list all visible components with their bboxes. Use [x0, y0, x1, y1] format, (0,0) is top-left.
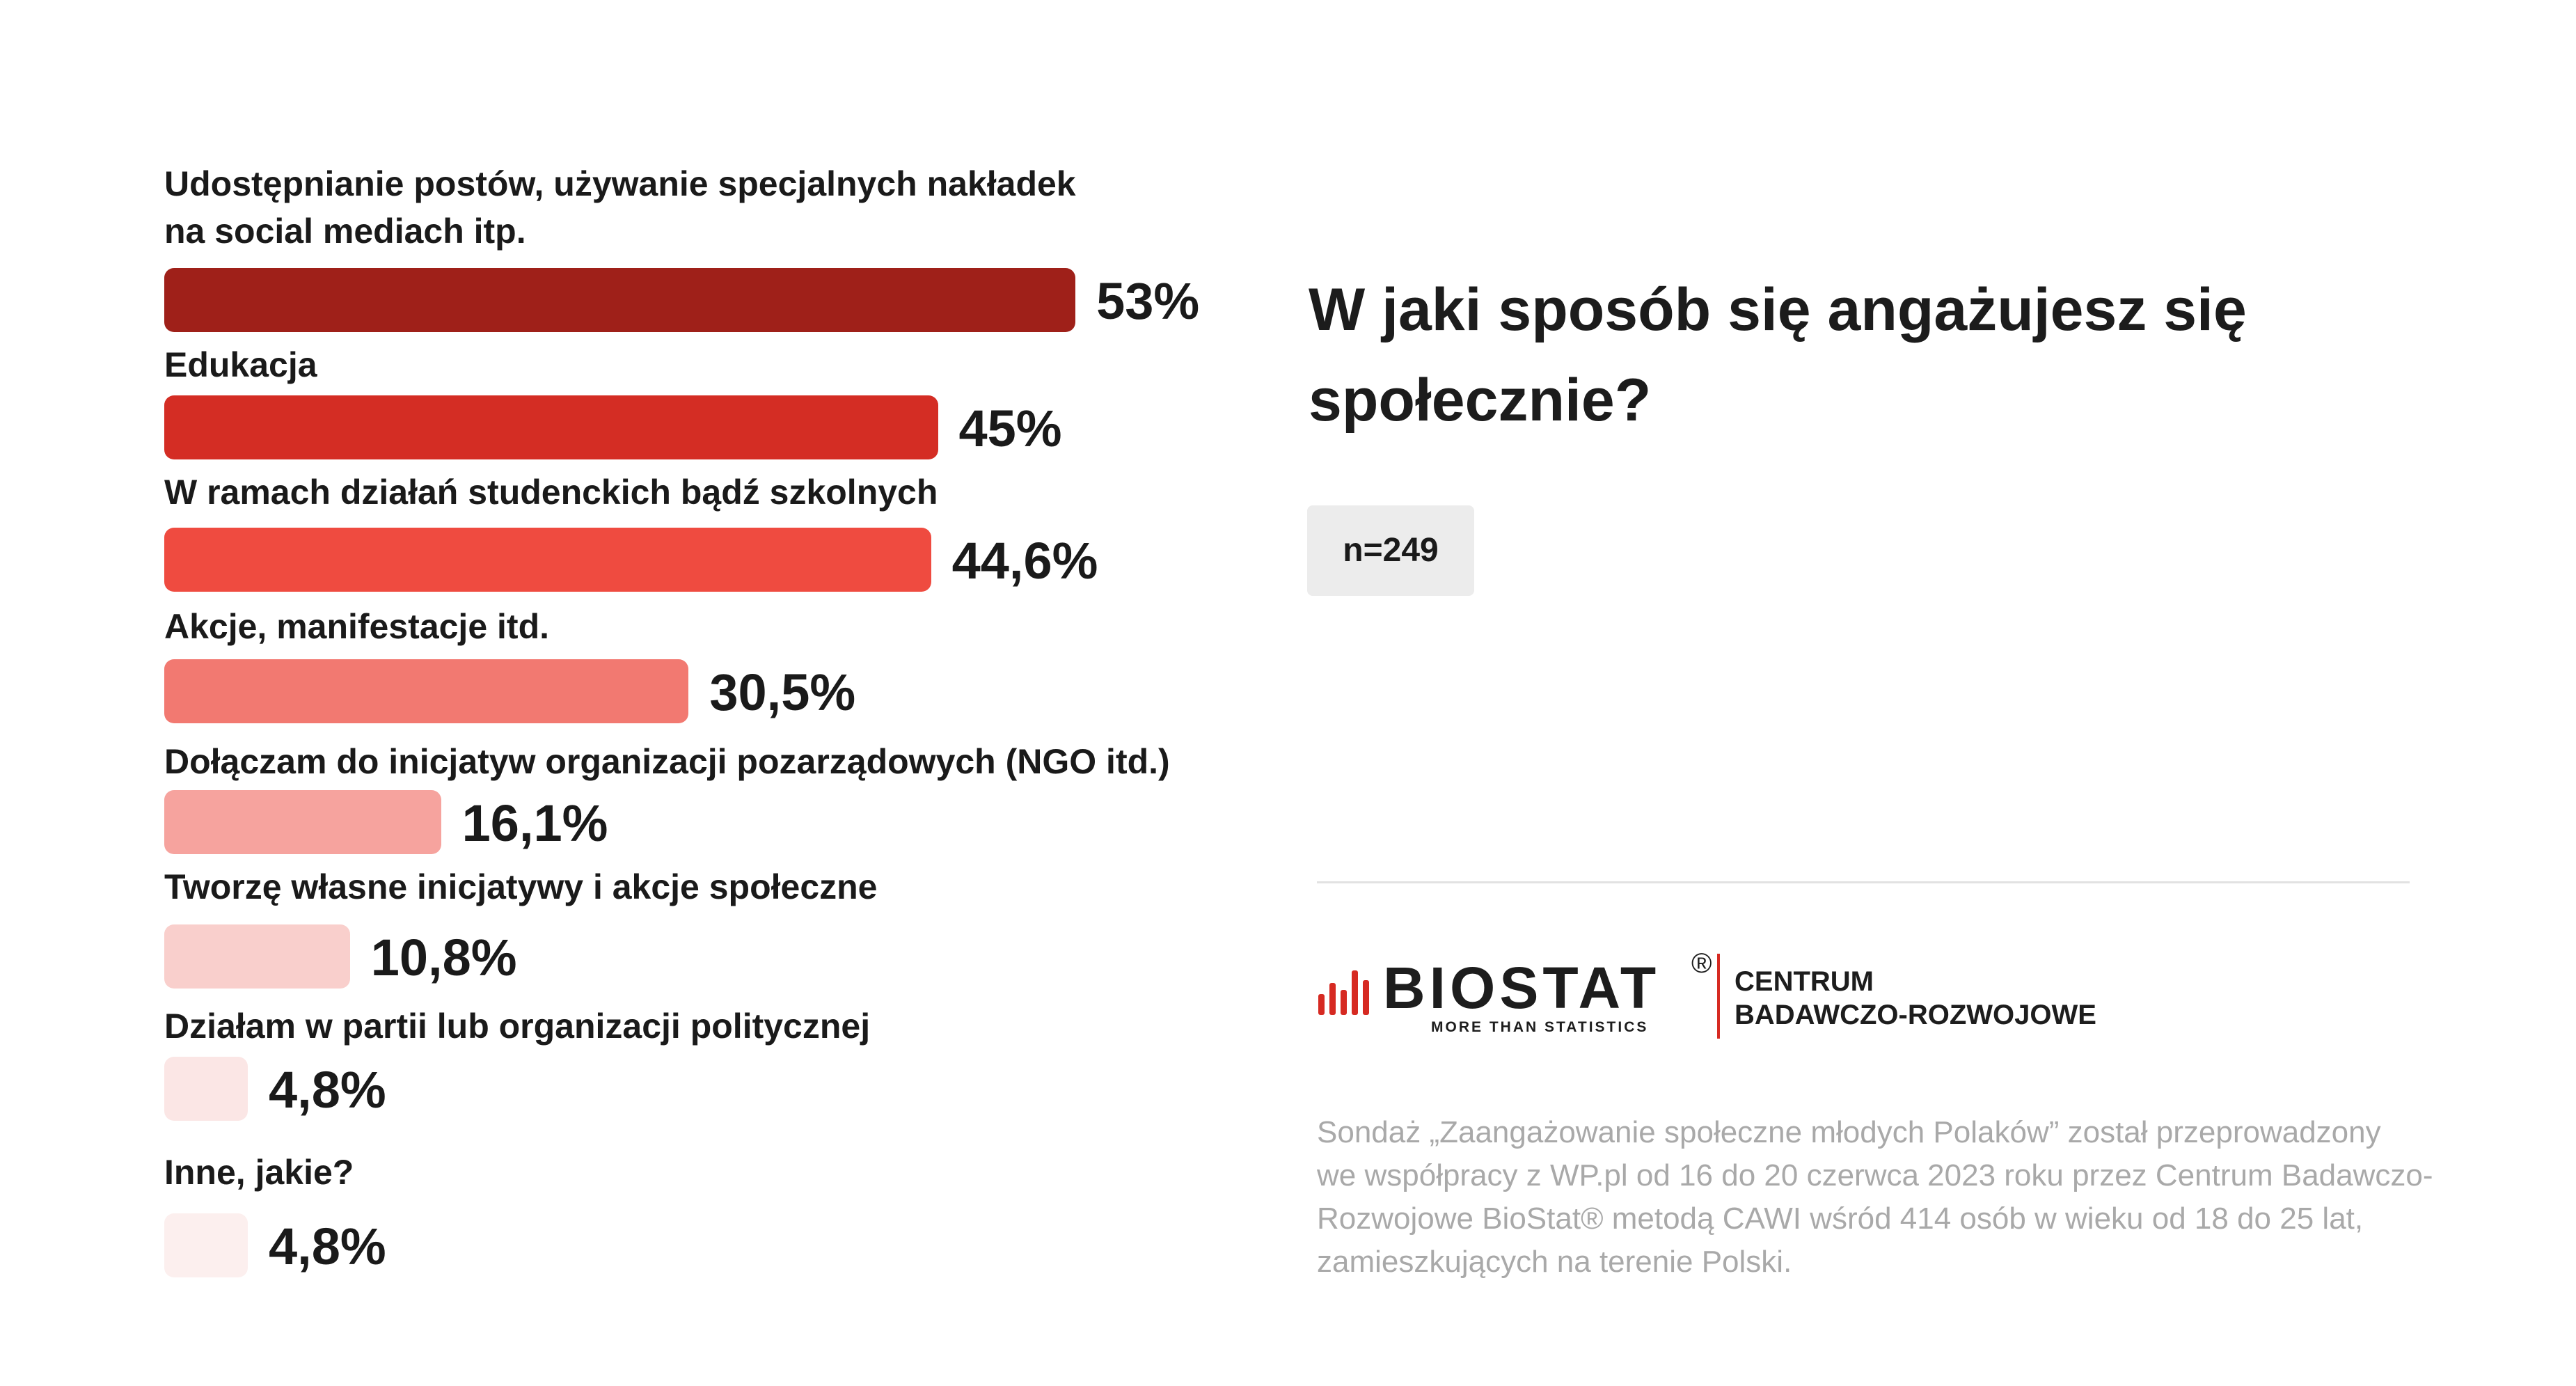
value-label: 53% [1096, 272, 1200, 330]
value-label: 16,1% [461, 794, 608, 852]
category-label: Akcje, manifestacje itd. [164, 607, 550, 646]
category-label: Dołączam do inicjatyw organizacji pozarz… [164, 742, 1170, 781]
category-label: W ramach działań studenckich bądź szkoln… [164, 473, 938, 512]
value-label: 10,8% [370, 929, 517, 986]
logo-separator [1717, 954, 1720, 1039]
bar [164, 1057, 248, 1121]
bar [164, 528, 931, 592]
value-label: 30,5% [709, 663, 856, 721]
category-label: Edukacja [164, 345, 317, 384]
logo-org-line1: CENTRUM [1735, 966, 1874, 997]
bar [164, 1213, 248, 1277]
category-label: Udostępnianie postów, używanie specjalny… [164, 164, 1076, 251]
footnote-line1: Sondaż „Zaangażowanie społeczne młodych … [1317, 1115, 2381, 1149]
bar-chart: Udostępnianie postów, używanie specjalny… [0, 0, 1253, 1386]
footnote-line2: we współpracy z WP.pl od 16 do 20 czerwc… [1317, 1158, 2433, 1192]
value-label: 4,8% [269, 1061, 386, 1119]
bar [164, 924, 350, 989]
logo-org-line2: BADAWCZO-ROZWOJOWE [1735, 1000, 2096, 1030]
bar [164, 268, 1076, 332]
biostat-bars-icon [1318, 970, 1369, 1015]
sample-size-badge: n=249 [1307, 505, 1474, 596]
survey-footnote: Sondaż „Zaangażowanie społeczne młodych … [1317, 1111, 2458, 1284]
footnote-line3: Rozwojowe BioStat® metodą CAWI wśród 414… [1317, 1202, 2364, 1236]
biostat-logo: BIOSTAT ® MORE THAN STATISTICS CENTRUM B… [1317, 948, 2166, 1051]
logo-registered-mark: ® [1691, 948, 1712, 979]
category-label: Tworzę własne inicjatywy i akcje społecz… [164, 867, 878, 906]
logo-tagline: MORE THAN STATISTICS [1431, 1019, 1649, 1035]
chart-title: W jaki sposób się angażujesz się społecz… [1309, 276, 2247, 434]
logo-wordmark: BIOSTAT [1383, 955, 1661, 1021]
divider [1317, 881, 2410, 883]
logo-org-name: CENTRUM BADAWCZO-ROZWOJOWE [1735, 965, 2166, 1032]
bar [164, 790, 441, 854]
value-label: 45% [958, 400, 1062, 457]
value-label: 4,8% [269, 1218, 386, 1275]
bar [164, 395, 938, 459]
category-label: Inne, jakie? [164, 1153, 354, 1192]
value-label: 44,6% [951, 532, 1098, 590]
footnote-line4: zamieszkujących na terenie Polski. [1317, 1245, 1792, 1279]
category-label: Działam w partii lub organizacji polityc… [164, 1007, 871, 1046]
bar [164, 659, 689, 723]
